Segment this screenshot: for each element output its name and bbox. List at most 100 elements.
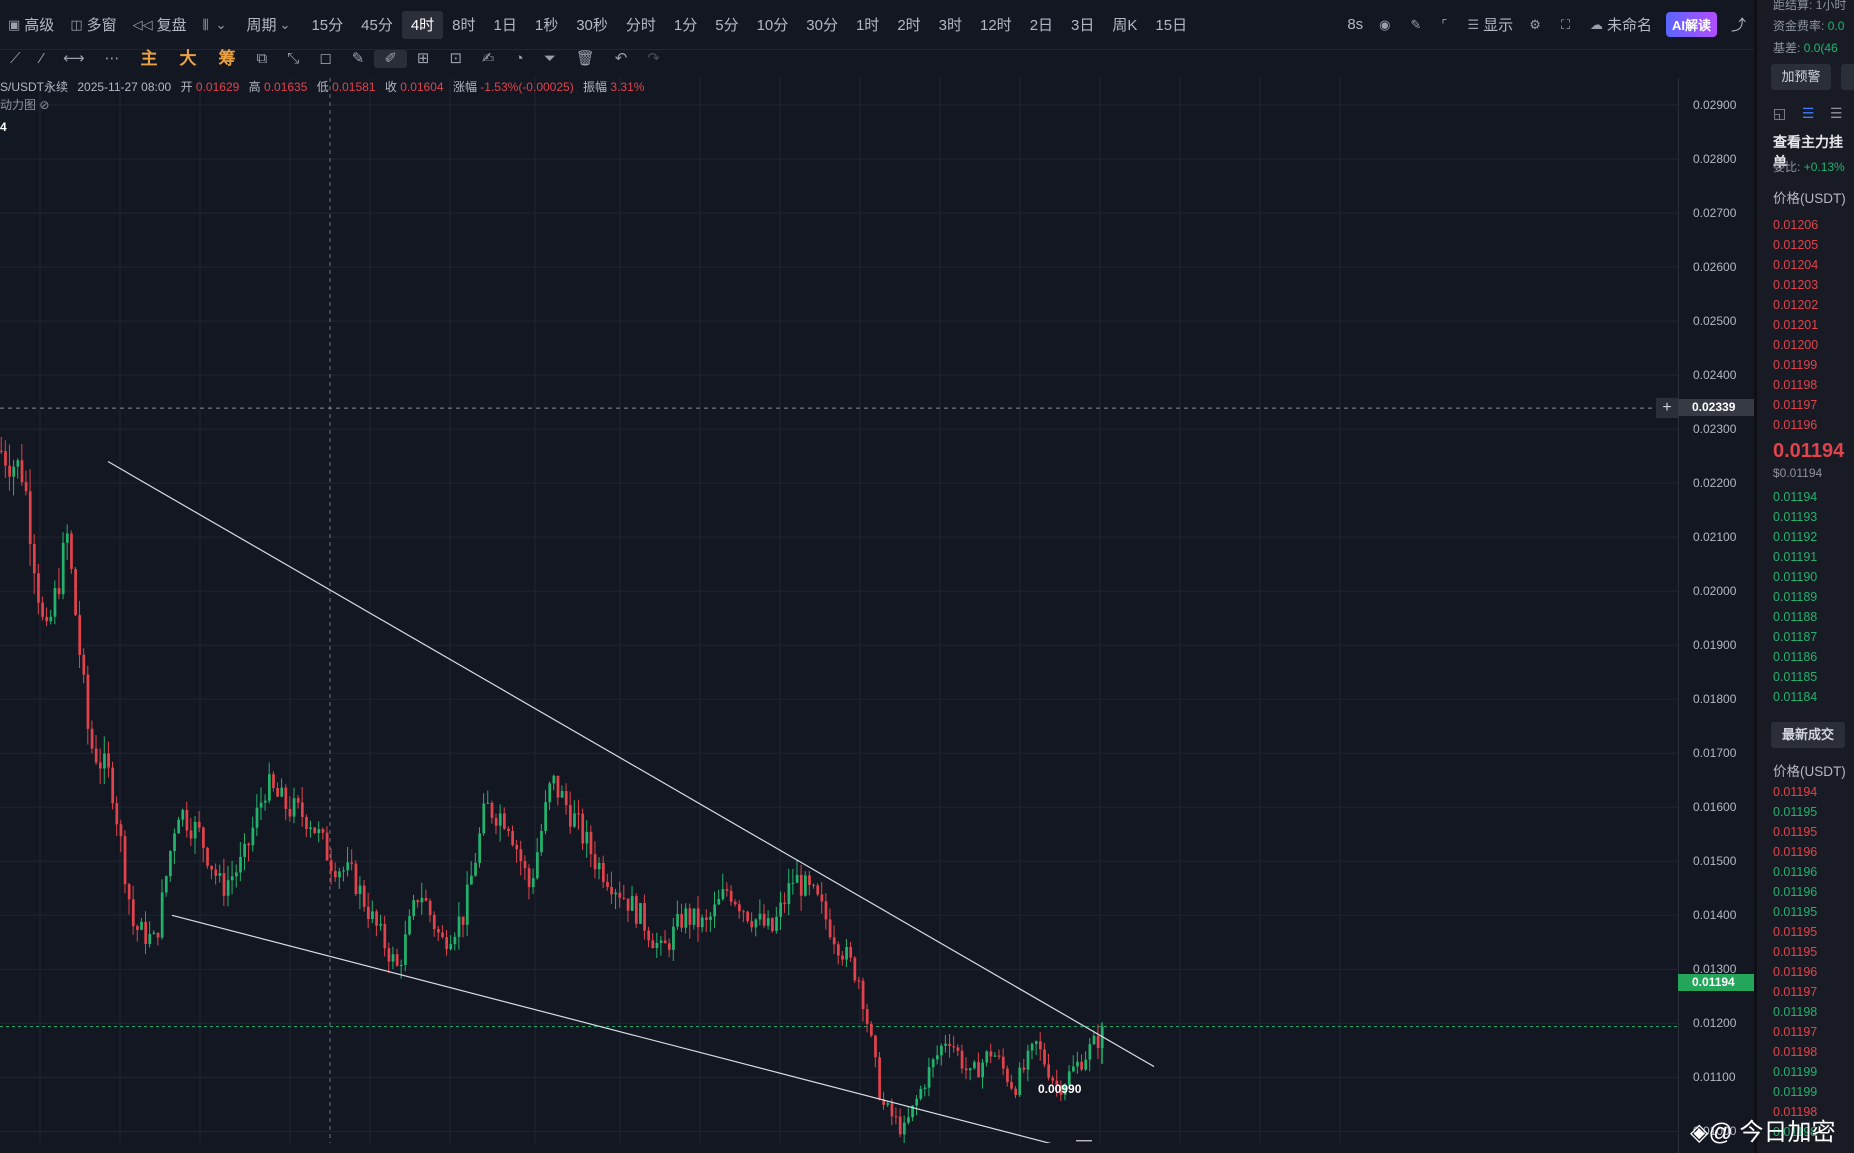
brush-tool-icon[interactable]: ✎ (351, 50, 365, 67)
candle-body (692, 908, 696, 925)
ask-price[interactable]: 0.01196 (1773, 418, 1818, 432)
time-axis[interactable] (0, 1143, 1678, 1153)
note-icon[interactable]: ✍ (482, 50, 495, 67)
toolbar-right-4[interactable]: ☰ 显示 (1460, 11, 1522, 39)
candle-body (94, 748, 98, 763)
period-tab-11[interactable]: 30分 (806, 17, 838, 34)
ray-tool-icon[interactable]: ⁄ (40, 50, 44, 67)
candle-body (144, 921, 148, 945)
shape-tool-icon[interactable]: ◻ (319, 50, 332, 67)
ask-price[interactable]: 0.01199 (1773, 358, 1818, 372)
chip-indicator-button[interactable]: 筹 (218, 49, 236, 68)
period-tab-2[interactable]: 4时 (401, 10, 444, 39)
period-tab-3[interactable]: 8时 (452, 17, 476, 34)
latest-trades-tab[interactable]: 最新成交 (1771, 722, 1845, 748)
ask-price[interactable]: 0.01202 (1773, 298, 1819, 312)
toolbar-right-7[interactable]: ☁ 未命名 (1582, 11, 1660, 39)
ask-price[interactable]: 0.01204 (1773, 258, 1819, 272)
ask-price[interactable]: 0.01198 (1773, 378, 1818, 392)
price-tick: 0.02300 (1693, 422, 1737, 437)
price-axis[interactable]: 0.02900 0.02800 0.02700 0.02600 0.02500 0.024… (1678, 78, 1754, 1153)
period-tab-8[interactable]: 1分 (673, 17, 698, 34)
book-bids-icon[interactable]: ☰ (1801, 105, 1815, 121)
period-tab-5[interactable]: 1秒 (534, 17, 559, 34)
period-tab-14[interactable]: 3时 (938, 17, 962, 34)
crosshair-add-icon[interactable]: + (1656, 398, 1678, 418)
book-both-icon[interactable]: ◱ (1773, 105, 1787, 121)
main-orders-link[interactable]: 查看主力挂单 (1773, 134, 1843, 170)
trash-icon[interactable]: 🗑 (575, 50, 595, 67)
candlestick-chart[interactable]: 11月1711月2011月232025-11-27 08:0012月212月51… (0, 78, 1678, 1153)
candle-body (824, 901, 828, 920)
toolbar-right-3[interactable]: ⌜ (1433, 11, 1459, 39)
period-tab-17[interactable]: 3日 (1071, 17, 1095, 34)
period-tab-1[interactable]: 45分 (361, 17, 393, 34)
toolbar-item-2[interactable]: ◁◁ 复盘 (125, 11, 195, 39)
measure-icon[interactable]: ⤡ (287, 50, 300, 67)
candle-body (622, 897, 626, 899)
line-tool-icon[interactable]: ⟋ (10, 50, 21, 67)
period-tab-15[interactable]: 12时 (980, 17, 1012, 34)
toolbar-right-5[interactable]: ⚙ (1521, 11, 1553, 39)
period-tab-6[interactable]: 30秒 (576, 17, 608, 34)
bid-price[interactable]: 0.01193 (1773, 510, 1818, 524)
period-tab-7[interactable]: 分时 (625, 17, 656, 34)
indicator-legend[interactable]: 动力图 ⊘ (0, 96, 49, 113)
main-indicator-button[interactable]: 主 (140, 49, 158, 68)
bid-price[interactable]: 0.01188 (1773, 610, 1818, 624)
period-tab-19[interactable]: 15日 (1155, 17, 1188, 34)
period-tab-9[interactable]: 5分 (715, 17, 739, 34)
redo-icon[interactable]: ↷ (647, 50, 660, 67)
toolbar-right-0[interactable]: 8s (1339, 11, 1371, 39)
horizontal-line-tool-icon[interactable]: ⟷ (63, 50, 85, 67)
ask-price[interactable]: 0.01200 (1773, 338, 1819, 352)
bid-price[interactable]: 0.01186 (1773, 650, 1818, 664)
bid-price[interactable]: 0.01190 (1773, 570, 1818, 584)
extra-button[interactable] (1841, 64, 1854, 90)
toolbar-right-6[interactable]: ⛶ (1553, 11, 1582, 39)
toolbar-right-2[interactable]: ✎ (1403, 11, 1434, 39)
bid-price[interactable]: 0.01194 (1773, 490, 1818, 504)
magnet-icon[interactable]: ◔ (514, 50, 524, 67)
period-tab-18[interactable]: 周K (1112, 17, 1138, 34)
period-tab-4[interactable]: 1日 (493, 17, 517, 34)
ask-price[interactable]: 0.01197 (1773, 398, 1818, 412)
period-tab-12[interactable]: 1时 (855, 17, 880, 34)
period-tab-10[interactable]: 10分 (756, 17, 789, 34)
ask-price[interactable]: 0.01201 (1773, 318, 1819, 332)
book-asks-icon[interactable]: ☰ (1829, 105, 1843, 121)
fib-tool-icon[interactable]: ⊞ (416, 50, 430, 67)
ask-price[interactable]: 0.01206 (1773, 218, 1819, 232)
toolbar-right-1[interactable]: ◉ (1371, 11, 1402, 39)
share-icon[interactable]: ⤴ (1730, 17, 1746, 34)
whale-indicator-button[interactable]: 大 (179, 49, 197, 68)
undo-icon[interactable]: ↶ (614, 50, 628, 67)
candle-body (131, 899, 135, 927)
eye-hidden-icon[interactable]: ⊘ (39, 98, 50, 112)
ohlc-legend: S/USDT永续 2025-11-27 08:00 开 0.01629 高 0.… (0, 78, 644, 95)
ai-interpret-button[interactable]: AI解读 (1665, 12, 1717, 37)
bid-price[interactable]: 0.01191 (1773, 550, 1818, 564)
toolbar-item-4[interactable]: 周期 ⌄ (239, 11, 303, 39)
candle-body (1030, 1043, 1034, 1051)
bid-price[interactable]: 0.01187 (1773, 630, 1818, 644)
book-view-icons[interactable]: ◱ ☰ ☰ (1773, 105, 1842, 122)
toolbar-item-1[interactable]: ◫ 多窗 (62, 11, 124, 39)
more-tools-icon[interactable]: ⋯ (104, 50, 120, 67)
add-alert-button[interactable]: 加预警 (1771, 64, 1831, 90)
lock-icon[interactable]: ⊡ (449, 50, 463, 67)
filter-icon[interactable]: ⏷ (543, 50, 556, 67)
trendline-draw-icon[interactable]: ✐ (374, 50, 407, 68)
toolbar-item-0[interactable]: ▣ 高级 (0, 11, 62, 39)
bid-price[interactable]: 0.01184 (1773, 690, 1818, 704)
ask-price[interactable]: 0.01205 (1773, 238, 1819, 252)
ask-price[interactable]: 0.01203 (1773, 278, 1819, 292)
compare-icon[interactable]: ⧉ (256, 50, 268, 67)
period-tab-13[interactable]: 2时 (897, 17, 921, 34)
bid-price[interactable]: 0.01189 (1773, 590, 1818, 604)
bid-price[interactable]: 0.01192 (1773, 530, 1818, 544)
toolbar-item-3[interactable]: ⫼ ⌄ (195, 11, 239, 39)
bid-price[interactable]: 0.01185 (1773, 670, 1818, 684)
period-tab-0[interactable]: 15分 (311, 17, 344, 34)
period-tab-16[interactable]: 2日 (1029, 17, 1054, 34)
